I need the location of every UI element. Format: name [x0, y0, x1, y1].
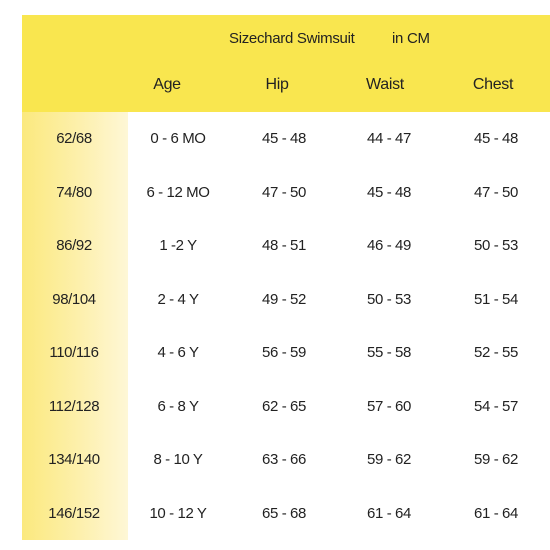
- cell-size: 74/80: [56, 184, 92, 201]
- cell-hip: 45 - 48: [262, 130, 306, 147]
- cell-waist: 59 - 62: [367, 451, 411, 468]
- cell-size: 112/128: [48, 398, 100, 415]
- cell-size: 98/104: [52, 291, 96, 308]
- cell-age: 2 - 4 Y: [157, 291, 199, 308]
- table-row: 146/152 10 - 12 Y 65 - 68 61 - 64 61 - 64: [0, 505, 550, 525]
- cell-age: 4 - 6 Y: [157, 344, 199, 361]
- cell-hip: 65 - 68: [262, 505, 306, 522]
- table-row: 62/68 0 - 6 MO 45 - 48 44 - 47 45 - 48: [0, 130, 550, 150]
- unit-label: in CM: [392, 30, 430, 47]
- cell-waist: 57 - 60: [367, 398, 411, 415]
- cell-chest: 47 - 50: [474, 184, 518, 201]
- cell-hip: 49 - 52: [262, 291, 306, 308]
- cell-waist: 46 - 49: [367, 237, 411, 254]
- cell-age: 1 -2 Y: [159, 237, 197, 254]
- cell-chest: 52 - 55: [474, 344, 518, 361]
- cell-waist: 61 - 64: [367, 505, 411, 522]
- table-row: 110/116 4 - 6 Y 56 - 59 55 - 58 52 - 55: [0, 344, 550, 364]
- table-row: 86/92 1 -2 Y 48 - 51 46 - 49 50 - 53: [0, 237, 550, 257]
- cell-size: 134/140: [48, 451, 100, 468]
- cell-hip: 47 - 50: [262, 184, 306, 201]
- table-row: 98/104 2 - 4 Y 49 - 52 50 - 53 51 - 54: [0, 291, 550, 311]
- table-row: 112/128 6 - 8 Y 62 - 65 57 - 60 54 - 57: [0, 398, 550, 418]
- cell-size: 62/68: [56, 130, 92, 147]
- cell-age: 6 - 8 Y: [157, 398, 199, 415]
- cell-age: 6 - 12 MO: [146, 184, 210, 201]
- cell-size: 110/116: [49, 344, 99, 361]
- cell-waist: 44 - 47: [367, 130, 411, 147]
- table-row: 134/140 8 - 10 Y 63 - 66 59 - 62 59 - 62: [0, 451, 550, 471]
- cell-chest: 50 - 53: [474, 237, 518, 254]
- cell-age: 8 - 10 Y: [153, 451, 203, 468]
- cell-age: 0 - 6 MO: [150, 130, 206, 147]
- cell-age: 10 - 12 Y: [149, 505, 207, 522]
- size-column-band: [22, 112, 128, 540]
- cell-chest: 51 - 54: [474, 291, 518, 308]
- column-header-age: Age: [153, 76, 181, 93]
- cell-hip: 56 - 59: [262, 344, 306, 361]
- cell-size: 146/152: [48, 505, 100, 522]
- cell-chest: 61 - 64: [474, 505, 518, 522]
- column-header-waist: Waist: [366, 76, 404, 93]
- cell-size: 86/92: [56, 237, 92, 254]
- cell-chest: 45 - 48: [474, 130, 518, 147]
- cell-waist: 55 - 58: [367, 344, 411, 361]
- column-header-hip: Hip: [265, 76, 289, 93]
- cell-waist: 45 - 48: [367, 184, 411, 201]
- cell-chest: 59 - 62: [474, 451, 518, 468]
- table-row: 74/80 6 - 12 MO 47 - 50 45 - 48 47 - 50: [0, 184, 550, 204]
- header-band: [22, 15, 550, 112]
- cell-waist: 50 - 53: [367, 291, 411, 308]
- cell-hip: 62 - 65: [262, 398, 306, 415]
- column-header-chest: Chest: [472, 76, 514, 93]
- cell-chest: 54 - 57: [474, 398, 518, 415]
- chart-title: Sizechard Swimsuit: [229, 30, 355, 47]
- cell-hip: 48 - 51: [262, 237, 306, 254]
- cell-hip: 63 - 66: [262, 451, 306, 468]
